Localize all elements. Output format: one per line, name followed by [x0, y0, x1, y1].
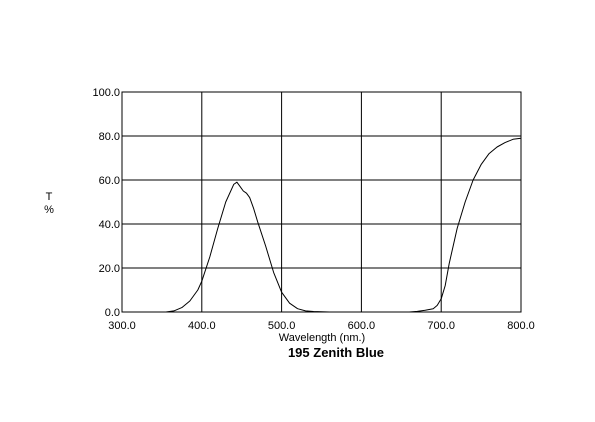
x-tick-labels: 300.0 400.0 500.0 600.0 700.0 800.0 [108, 320, 535, 332]
x-tick-label: 300.0 [108, 320, 136, 332]
chart-title: 195 Zenith Blue [288, 345, 384, 360]
y-tick-label: 0.0 [105, 307, 120, 319]
x-tick-label: 800.0 [507, 320, 535, 332]
x-tick-label: 500.0 [268, 320, 296, 332]
y-tick-label: 60.0 [99, 175, 120, 187]
transmission-curve [165, 137, 522, 313]
y-tick-label: 80.0 [99, 131, 120, 143]
y-tick-label: 20.0 [99, 263, 120, 275]
plot-frame [121, 91, 522, 313]
x-tick-label: 400.0 [188, 320, 216, 332]
grid [122, 92, 521, 312]
x-tick-label: 600.0 [348, 320, 376, 332]
x-axis-label: Wavelength (nm.) [279, 332, 365, 344]
y-tick-label: 100.0 [92, 87, 120, 99]
y-tick-labels: 0.0 20.0 40.0 60.0 80.0 100.0 [92, 87, 120, 319]
series-layer [165, 137, 522, 313]
y-tick-label: 40.0 [99, 219, 120, 231]
y-axis-label-percent: % [44, 204, 54, 216]
x-tick-label: 700.0 [427, 320, 455, 332]
y-axis-label-t: T [46, 191, 53, 203]
